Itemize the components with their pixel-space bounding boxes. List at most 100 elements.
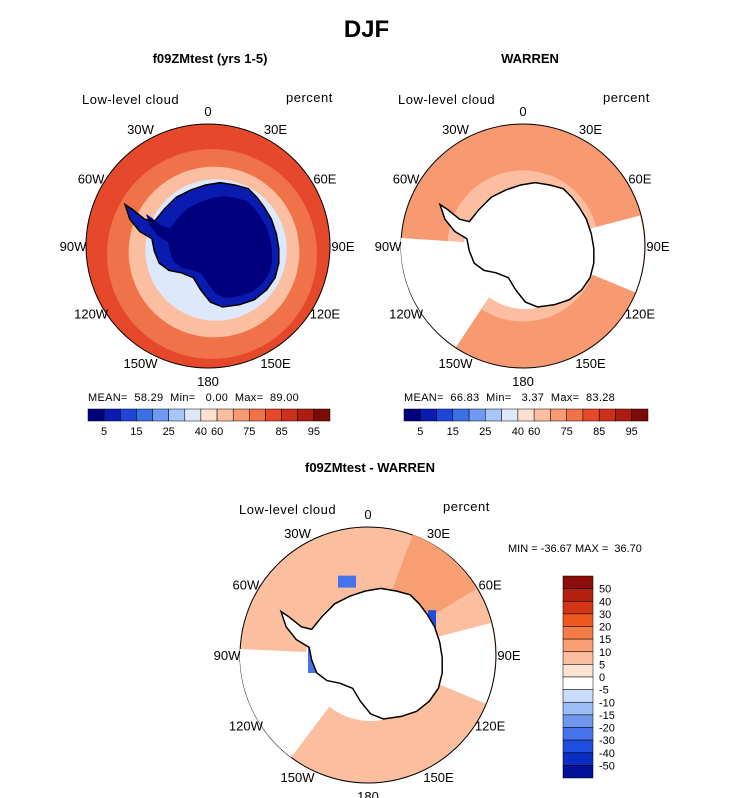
panel-model-title: f09ZMtest (yrs 1-5) — [152, 51, 268, 66]
colorbar-model-swatch — [249, 408, 266, 422]
colorbar-obs-swatch — [517, 408, 535, 422]
map-model-lon-label: 30W — [127, 122, 154, 137]
colorbar-diff-swatch — [562, 727, 594, 741]
map-model-interior — [146, 196, 272, 298]
colorbar-obs-swatch — [403, 408, 421, 422]
colorbar-diff-swatch — [562, 588, 594, 602]
colorbar-diff-swatch — [562, 702, 594, 716]
colorbar-model-tick: 5 — [101, 426, 107, 438]
panel-model-field-label: Low-level cloud — [82, 92, 180, 107]
map-obs-lon-label: 60W — [393, 172, 420, 187]
map-model-lon-label: 60E — [313, 172, 336, 187]
colorbar-diff-tick: 0 — [599, 672, 605, 684]
map-obs-lon-label: 90E — [646, 239, 669, 254]
map-model-lon-label: 150E — [260, 356, 291, 371]
colorbar-diff-swatch — [562, 626, 594, 640]
map-model-lon-label: 180 — [197, 374, 219, 389]
panel-diff-units: percent — [443, 499, 490, 514]
map-diff-lon-label: 90E — [497, 648, 520, 663]
map-diff-lon-label: 150E — [423, 770, 454, 785]
map-model-coastline — [123, 181, 280, 308]
colorbar-obs-tick: 15 — [447, 426, 459, 438]
map-model-lon-label: 0 — [204, 104, 211, 119]
colorbar-obs-swatch — [631, 408, 649, 422]
map-model-lon-label: 120E — [310, 307, 341, 322]
colorbar-diff-swatch — [562, 714, 594, 728]
colorbar-model-tick: 15 — [130, 426, 142, 438]
colorbar-obs-swatch — [582, 408, 600, 422]
colorbar-obs-tick: 60 — [528, 426, 540, 438]
colorbar-diff-tick: 5 — [599, 659, 605, 671]
colorbar-model-tick: 60 — [211, 426, 223, 438]
map-diff-lon-label: 120W — [229, 719, 264, 734]
colorbar-obs-swatch — [501, 408, 519, 422]
colorbar-obs-tick: 25 — [479, 426, 491, 438]
colorbar-model-swatch — [232, 408, 250, 422]
panel-obs-title: WARREN — [501, 51, 559, 66]
colorbar-obs-swatch — [485, 408, 502, 422]
map-diff-neg-patch — [428, 610, 436, 631]
map-obs-lon-label: 120E — [625, 307, 656, 322]
map-obs-lon-label: 30W — [442, 122, 469, 137]
colorbar-diff-tick: 10 — [599, 647, 611, 659]
colorbar-diff-tick: -5 — [599, 685, 609, 697]
colorbar-diff-swatch — [562, 739, 594, 753]
panel-diff-minmax: MIN = -36.67 MAX = 36.70 — [508, 543, 642, 555]
colorbar-model-swatch — [152, 408, 169, 422]
panel-obs-stats: MEAN= 66.83 Min= 3.37 Max= 83.28 — [404, 392, 616, 404]
colorbar-diff-swatch — [562, 752, 594, 766]
colorbar-diff-tick: -15 — [599, 710, 615, 722]
colorbar-diff-tick: 50 — [599, 584, 611, 596]
colorbar-model-swatch — [184, 408, 202, 422]
map-obs — [400, 123, 646, 369]
colorbar-model-swatch — [265, 408, 282, 422]
map-model-lon-label: 150W — [124, 356, 159, 371]
figure-title: DJF — [343, 16, 390, 43]
map-model — [85, 123, 331, 369]
colorbar-obs-swatch — [452, 408, 470, 422]
colorbar-obs-tick: 5 — [417, 426, 423, 438]
colorbar-diff-swatch — [562, 689, 594, 703]
map-diff-lon-label: 30W — [284, 526, 311, 541]
colorbar-diff-swatch — [562, 613, 594, 627]
colorbar-obs-swatch — [420, 408, 437, 422]
map-diff — [239, 526, 497, 784]
colorbar-obs-swatch — [615, 408, 633, 422]
colorbar-diff-tick: 15 — [599, 634, 611, 646]
map-diff-coastline — [279, 587, 443, 720]
colorbar-diff-tick: 20 — [599, 622, 611, 634]
colorbar-diff-tick: 40 — [599, 596, 611, 608]
panel-diff-field-label: Low-level cloud — [239, 502, 337, 517]
panel-diff-title: f09ZMtest - WARREN — [304, 460, 435, 475]
map-model-lon-label: 120W — [74, 307, 109, 322]
colorbar-model-swatch — [297, 408, 315, 422]
map-obs-lon-label: 0 — [519, 104, 526, 119]
colorbar-model-tick: 75 — [243, 426, 255, 438]
map-diff-lon-label: 120E — [475, 719, 506, 734]
map-obs-lon-label: 90W — [375, 239, 402, 254]
colorbar-model-tick: 40 — [195, 426, 207, 438]
map-obs-lon-label: 180 — [512, 374, 534, 389]
map-diff-neg-patch — [338, 575, 356, 588]
panel-model-units: percent — [286, 90, 333, 105]
colorbar-obs-tick: 40 — [512, 426, 524, 438]
colorbar-obs-swatch — [598, 408, 616, 422]
colorbar-model-swatch — [281, 408, 298, 422]
colorbar-diff-tick: -20 — [599, 723, 615, 735]
colorbar-model-swatch — [200, 408, 218, 422]
colorbar-diff-tick: -30 — [599, 735, 615, 747]
map-model-lon-label: 90W — [60, 239, 87, 254]
colorbar-obs-swatch — [566, 408, 584, 422]
colorbar-diff-swatch — [562, 676, 594, 690]
map-model-lon-label: 90E — [331, 239, 354, 254]
colorbar-model-swatch — [168, 408, 186, 422]
panel-obs-units: percent — [603, 90, 650, 105]
colorbar-obs-tick: 95 — [626, 426, 638, 438]
colorbar-model-swatch — [103, 408, 121, 422]
colorbar-model-swatch — [136, 408, 153, 422]
map-model-lon-label: 60W — [78, 172, 105, 187]
colorbar-model-tick: 25 — [163, 426, 175, 438]
map-diff-lon-label: 90W — [214, 648, 241, 663]
map-diff-lon-label: 0 — [364, 507, 371, 522]
colorbar-diff-tick: -50 — [599, 760, 615, 772]
